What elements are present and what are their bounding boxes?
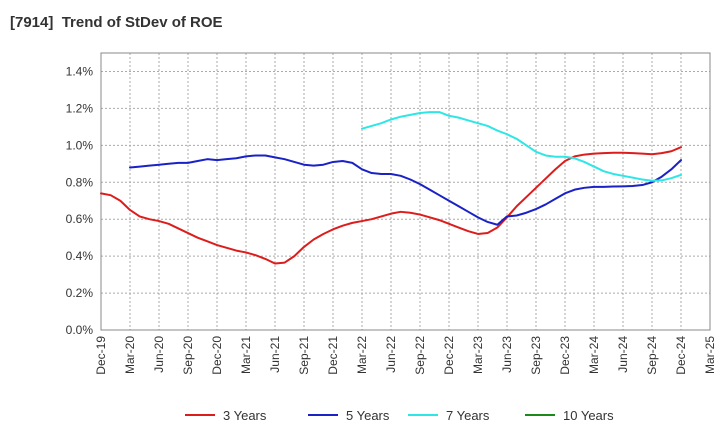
x-tick-label: Jun-24 xyxy=(616,336,630,373)
legend-label: 7 Years xyxy=(446,408,490,423)
x-tick-label: Jun-22 xyxy=(384,336,398,373)
x-tick-label: Dec-23 xyxy=(558,336,572,375)
chart-title: [7914] Trend of StDev of ROE xyxy=(10,14,223,31)
x-tick-label: Sep-22 xyxy=(413,336,427,375)
x-tick-label: Mar-24 xyxy=(587,336,601,374)
x-tick-label: Dec-22 xyxy=(442,336,456,375)
x-tick-label: Jun-20 xyxy=(152,336,166,373)
x-tick-label: Mar-20 xyxy=(123,336,137,374)
legend-label: 5 Years xyxy=(346,408,390,423)
y-tick-label: 1.0% xyxy=(66,138,94,152)
x-tick-label: Mar-25 xyxy=(703,336,717,374)
x-tick-label: Jun-23 xyxy=(500,336,514,373)
y-tick-label: 0.2% xyxy=(66,286,94,300)
y-axis-ticks: 0.0% 0.2% 0.4% 0.6% 0.8% 1.0% 1.2% 1.4% xyxy=(66,64,94,337)
plot-frame xyxy=(100,52,711,331)
y-tick-label: 0.8% xyxy=(66,175,94,189)
x-tick-label: Sep-21 xyxy=(297,336,311,375)
y-tick-label: 0.0% xyxy=(66,323,94,337)
x-tick-label: Mar-22 xyxy=(355,336,369,374)
x-tick-label: Dec-21 xyxy=(326,336,340,375)
legend-label: 10 Years xyxy=(563,408,614,423)
x-axis-ticks: Dec-19 Mar-20 Jun-20 Sep-20 Dec-20 Mar-21 Jun-… xyxy=(94,336,717,375)
x-tick-label: Dec-20 xyxy=(210,336,224,375)
series-line-3-years xyxy=(100,146,682,265)
x-tick-label: Sep-23 xyxy=(529,336,543,375)
y-tick-label: 1.4% xyxy=(66,64,94,78)
x-tick-label: Sep-20 xyxy=(181,336,195,375)
grid-lines xyxy=(101,53,710,330)
series-lines xyxy=(100,111,682,265)
x-tick-label: Jun-21 xyxy=(268,336,282,373)
y-tick-label: 1.2% xyxy=(66,101,94,115)
x-tick-label: Mar-21 xyxy=(239,336,253,374)
x-tick-label: Sep-24 xyxy=(645,336,659,375)
x-tick-label: Dec-24 xyxy=(674,336,688,375)
legend-label: 3 Years xyxy=(223,408,267,423)
y-tick-label: 0.4% xyxy=(66,249,94,263)
series-line-7-years xyxy=(361,111,682,182)
x-tick-label: Dec-19 xyxy=(94,336,108,375)
y-tick-label: 0.6% xyxy=(66,212,94,226)
legend: 3 Years 5 Years 7 Years 10 Years xyxy=(185,408,614,423)
x-tick-label: Mar-23 xyxy=(471,336,485,374)
series-line-5-years xyxy=(129,154,682,226)
